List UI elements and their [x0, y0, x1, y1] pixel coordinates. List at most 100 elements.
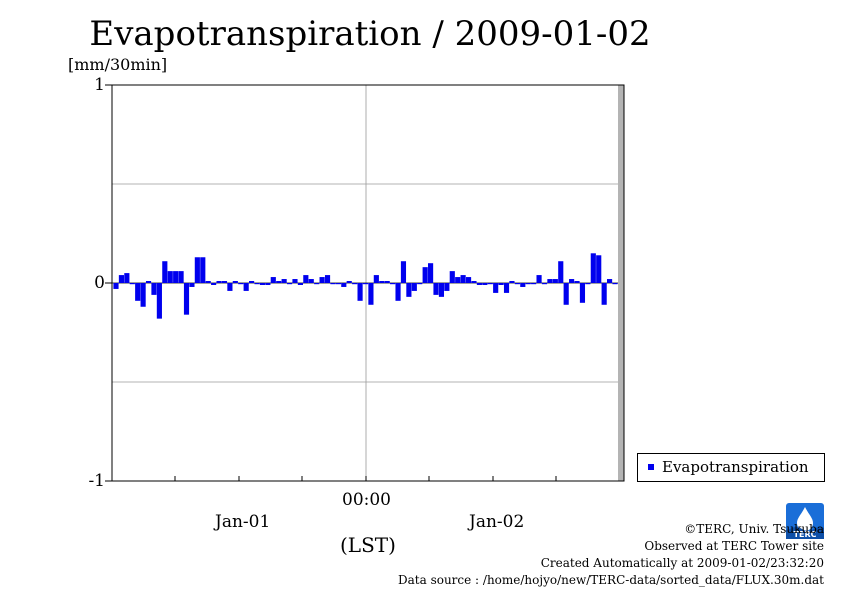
bar	[563, 283, 569, 305]
bar	[541, 283, 548, 285]
bar	[525, 283, 531, 285]
legend: Evapotranspiration	[637, 453, 825, 482]
bar	[151, 283, 157, 295]
bar	[520, 283, 526, 287]
bar	[493, 283, 499, 293]
bar	[346, 281, 352, 283]
bar	[498, 283, 504, 285]
logo-text: TERC	[794, 530, 817, 539]
bar	[368, 283, 374, 305]
bar	[444, 283, 450, 291]
bar	[428, 263, 434, 283]
bar	[373, 275, 379, 283]
bar	[249, 281, 255, 283]
bar	[476, 283, 482, 285]
bar	[607, 279, 613, 283]
bar	[314, 283, 320, 285]
bar	[422, 267, 428, 283]
bar	[270, 277, 276, 283]
bar	[585, 283, 591, 285]
bar	[417, 283, 423, 285]
bar	[531, 283, 537, 285]
bar	[189, 283, 195, 287]
y-tick-label-bottom: -1	[88, 471, 105, 491]
bar	[276, 281, 282, 283]
bar	[330, 283, 336, 285]
bar	[357, 283, 363, 301]
bar	[324, 275, 331, 283]
bar	[319, 277, 325, 283]
bar	[384, 281, 390, 283]
bar	[303, 275, 309, 283]
bar	[281, 279, 287, 283]
bar	[297, 283, 303, 285]
bar	[433, 283, 439, 295]
bar	[379, 281, 385, 283]
bar	[292, 279, 298, 283]
bar	[265, 283, 271, 285]
bar	[140, 283, 146, 307]
bar	[156, 283, 162, 319]
bar	[254, 283, 260, 285]
bar	[135, 283, 141, 301]
right-edge-bar	[618, 85, 624, 481]
bar	[173, 271, 179, 283]
bar	[200, 257, 206, 283]
bar	[411, 283, 417, 291]
credit-copyright: ©TERC, Univ. Tsukuba	[684, 522, 824, 536]
bar	[579, 283, 586, 303]
bar	[406, 283, 412, 297]
bar	[216, 281, 222, 283]
bar	[221, 281, 228, 283]
bar	[590, 253, 596, 283]
bar	[259, 283, 266, 285]
bar	[574, 281, 580, 283]
bar	[113, 283, 119, 289]
date-label-jan01: Jan-01	[215, 512, 271, 532]
bar	[178, 271, 184, 283]
credit-source: Data source : /home/hojyo/new/TERC-data/…	[398, 573, 824, 587]
bar	[612, 283, 618, 285]
credit-created: Created Automatically at 2009-01-02/23:3…	[540, 556, 824, 570]
bar	[482, 283, 488, 285]
bar	[465, 277, 472, 283]
bar	[460, 275, 466, 283]
bar	[455, 277, 461, 283]
bar	[167, 271, 173, 283]
bar	[487, 283, 493, 285]
bar	[205, 281, 211, 283]
axis-ticks	[105, 84, 557, 482]
bar	[601, 283, 607, 305]
y-tick-label-zero: 0	[94, 273, 105, 293]
bar	[509, 281, 515, 283]
bar	[145, 281, 152, 283]
bar	[194, 257, 200, 283]
x-tick-label-midnight: 00:00	[342, 490, 391, 510]
bar	[558, 261, 564, 283]
bar	[547, 279, 553, 283]
y-tick-label-top: 1	[94, 75, 105, 95]
bar-series-evapotranspiration	[113, 253, 618, 319]
bar	[286, 283, 293, 285]
bar	[596, 255, 602, 283]
chart-title: Evapotranspiration / 2009-01-02	[89, 14, 651, 54]
bar	[536, 275, 542, 283]
y-axis-unit: [mm/30min]	[68, 55, 168, 74]
bar	[238, 283, 244, 285]
bar	[569, 279, 575, 283]
bar	[471, 281, 477, 283]
bar	[183, 283, 190, 315]
bar	[390, 283, 396, 285]
bar	[232, 281, 238, 283]
legend-swatch	[648, 464, 654, 470]
bar	[129, 283, 135, 285]
bar	[211, 283, 217, 285]
credit-site: Observed at TERC Tower site	[644, 539, 824, 553]
bar	[118, 275, 124, 283]
bar	[449, 271, 455, 283]
legend-label: Evapotranspiration	[662, 458, 809, 476]
bar	[400, 261, 407, 283]
bar	[335, 283, 341, 285]
bar	[162, 261, 168, 283]
x-axis-label: (LST)	[340, 533, 396, 557]
